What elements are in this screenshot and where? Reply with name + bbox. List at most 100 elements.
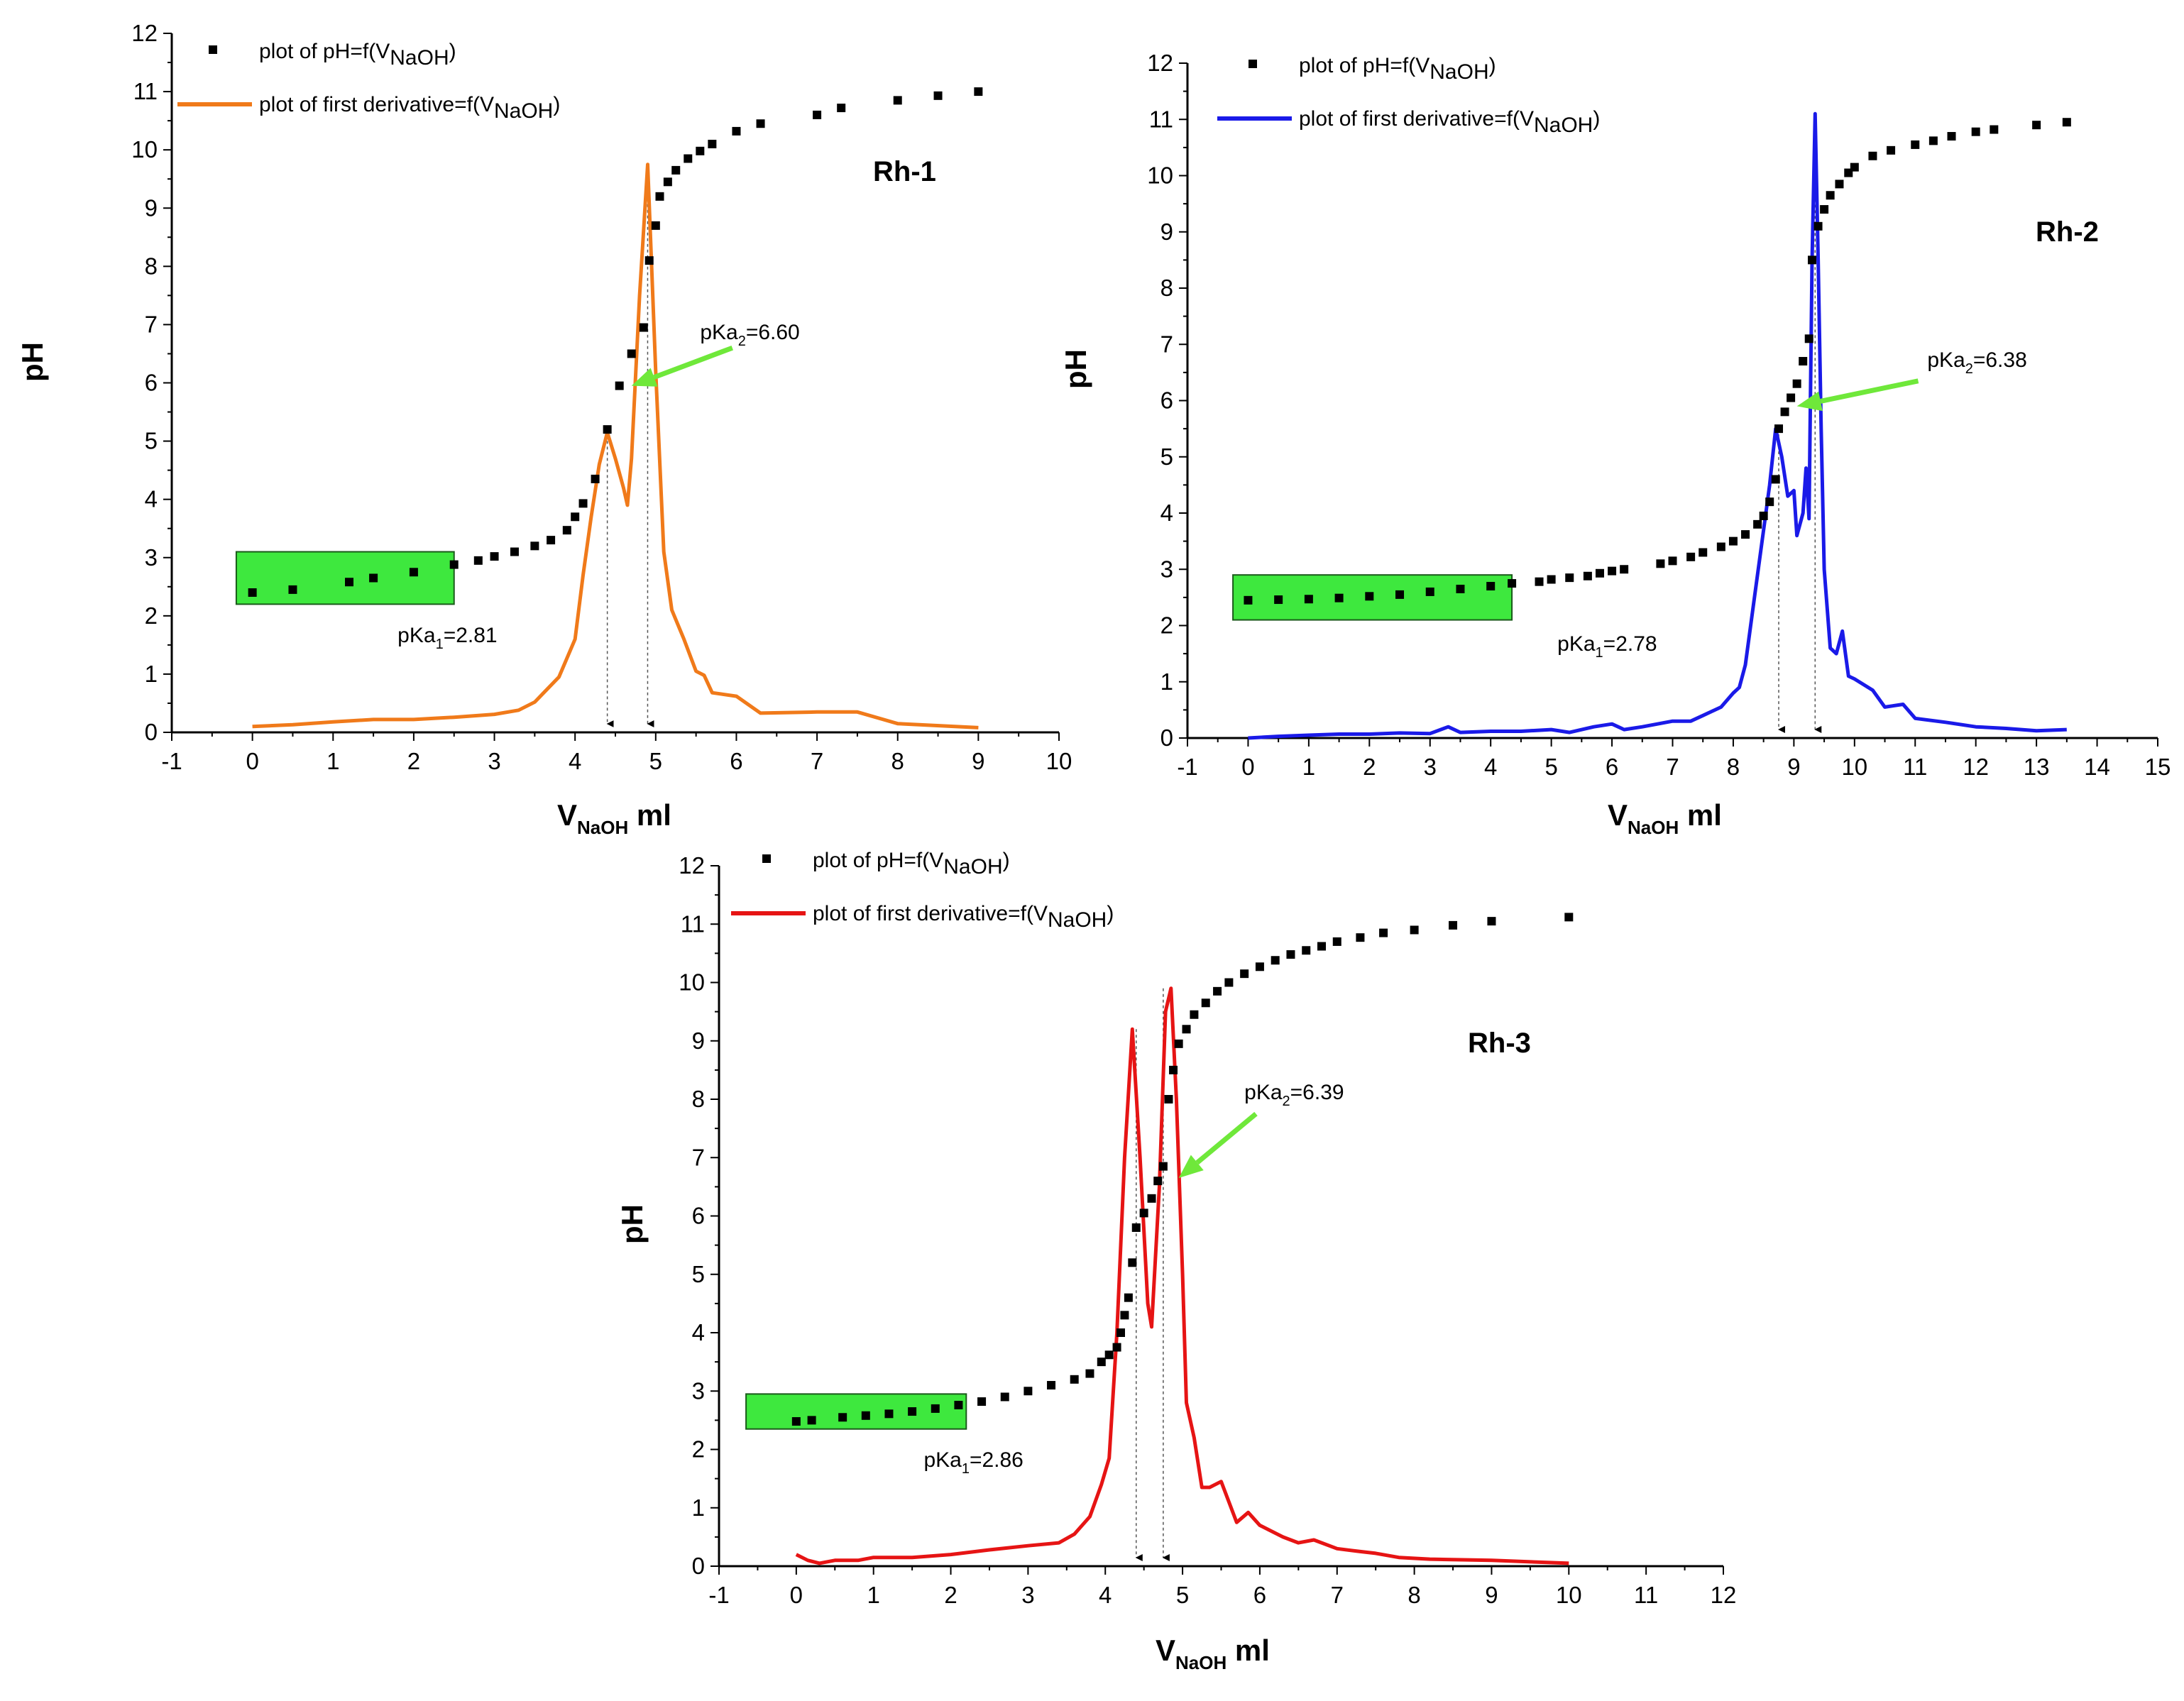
y-tick-label: 11 [681, 910, 705, 937]
ph-data-point [931, 1404, 940, 1413]
x-tick-label: 5 [649, 748, 662, 774]
y-tick-label: 7 [692, 1144, 705, 1170]
y-tick-label: 9 [692, 1028, 705, 1054]
legend-scatter-label: plot of pH=f(VNaOH) [259, 40, 456, 70]
y-tick-label: 5 [145, 428, 158, 454]
ph-data-point [345, 578, 353, 587]
ph-data-point [1699, 548, 1708, 557]
ph-data-point [449, 560, 459, 569]
y-tick-label: 3 [1160, 556, 1173, 582]
ph-data-point [1104, 1350, 1114, 1360]
x-tick-label: 1 [1302, 754, 1315, 780]
ph-data-point [1774, 424, 1784, 434]
x-tick-label: 2 [1363, 754, 1376, 780]
ph-data-point [655, 192, 664, 201]
x-tick-label: 4 [1484, 754, 1497, 780]
x-tick-label: 1 [867, 1582, 880, 1608]
legend-line-label: plot of first derivative=f(VNaOH) [1299, 107, 1600, 137]
ph-data-point [571, 512, 580, 522]
y-tick-label: 7 [145, 311, 158, 337]
y-tick-label: 2 [145, 602, 158, 629]
ph-data-point [1535, 577, 1544, 586]
ph-data-point [1395, 590, 1405, 599]
ph-data-point [791, 1417, 801, 1426]
ph-data-point [1112, 1343, 1121, 1352]
x-axis-title: VNaOH ml [557, 798, 671, 838]
ph-data-point [1070, 1375, 1079, 1384]
x-tick-label: 6 [1606, 754, 1618, 780]
x-tick-label: 4 [1099, 1582, 1112, 1608]
pka2-arrow-shaft [1195, 1111, 1258, 1165]
ph-data-point [933, 91, 943, 100]
ph-data-point [696, 146, 705, 155]
ph-data-point [1456, 584, 1465, 593]
ph-data-point [1820, 205, 1829, 214]
y-tick-label: 0 [692, 1553, 705, 1579]
ph-data-point [1547, 575, 1556, 584]
y-tick-label: 8 [145, 253, 158, 279]
ph-data-point [1508, 579, 1517, 588]
y-tick-label: 10 [1147, 163, 1173, 189]
ph-data-point [2062, 118, 2071, 127]
y-axis-title: pH [615, 1204, 649, 1244]
x-tick-label: 10 [1046, 748, 1072, 774]
ph-data-point [615, 381, 624, 390]
ph-data-point [530, 541, 539, 551]
derivative-series-line [1248, 111, 2067, 740]
x-tick-label: 0 [790, 1582, 803, 1608]
derivative-series-line [795, 986, 1569, 1565]
ph-data-point [756, 119, 765, 128]
ph-data-point [1334, 593, 1344, 602]
y-tick-label: 2 [692, 1436, 705, 1463]
ph-data-point [510, 547, 519, 556]
ph-data-point [1379, 928, 1388, 937]
y-tick-label: 0 [145, 719, 158, 745]
ph-data-point [603, 425, 612, 434]
x-tick-label: 14 [2084, 754, 2110, 780]
ph-data-point [651, 221, 660, 230]
y-tick-label: 8 [692, 1086, 705, 1112]
chart-title: Rh-2 [2036, 216, 2099, 248]
ph-data-point [1813, 221, 1823, 231]
y-tick-label: 3 [692, 1377, 705, 1404]
y-tick-label: 6 [1160, 387, 1173, 414]
ph-data-point [1317, 942, 1326, 951]
x-tick-label: 2 [944, 1582, 957, 1608]
ph-data-point [1124, 1293, 1133, 1302]
ph-data-point [1131, 1223, 1141, 1232]
derivative-series-line [252, 163, 979, 730]
x-tick-label: 0 [1241, 754, 1254, 780]
y-tick-label: 11 [133, 78, 158, 104]
ph-data-point [248, 588, 257, 597]
ph-data-point [1085, 1369, 1094, 1378]
y-tick-label: 1 [1160, 668, 1173, 695]
ph-data-point [671, 165, 681, 175]
x-axis-title: VNaOH ml [1156, 1634, 1270, 1673]
ph-data-point [1240, 969, 1249, 979]
y-tick-label: 10 [679, 969, 705, 996]
ph-data-point [1565, 573, 1574, 583]
x-tick-label: 3 [488, 748, 500, 774]
ph-data-point [1804, 334, 1813, 343]
x-tick-label: 12 [1711, 1582, 1737, 1608]
y-tick-label: 4 [1160, 500, 1173, 526]
pka2-label: pKa2=6.60 [700, 321, 799, 349]
y-tick-label: 3 [145, 544, 158, 571]
ph-data-point [954, 1400, 963, 1409]
pka2-arrow-head [1796, 391, 1823, 412]
y-tick-label: 9 [145, 194, 158, 221]
ph-data-point [1595, 568, 1604, 578]
ph-data-point [473, 556, 483, 565]
ph-data-point [1486, 582, 1496, 591]
ph-data-point [1835, 180, 1844, 189]
ph-data-point [893, 96, 902, 105]
ph-data-point [1686, 552, 1696, 561]
ph-data-point [1608, 566, 1617, 576]
legend-line-label: plot of first derivative=f(VNaOH) [259, 93, 560, 123]
ph-data-point [1365, 592, 1374, 601]
x-tick-label: 9 [1787, 754, 1800, 780]
